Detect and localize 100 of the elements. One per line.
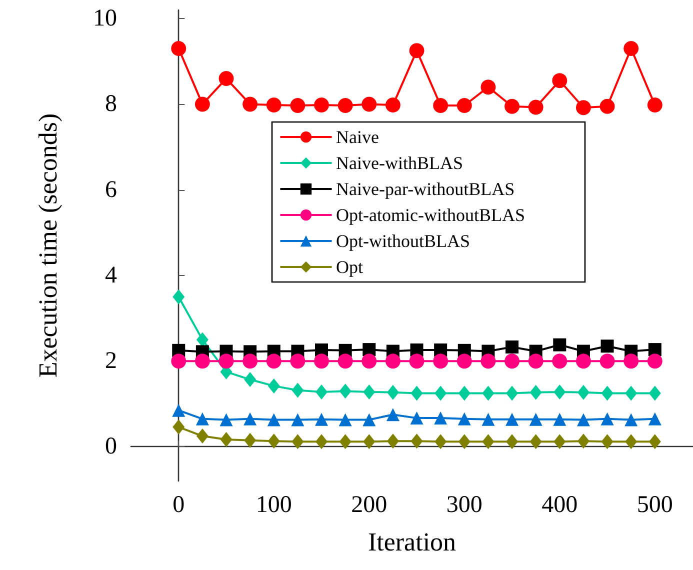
point (316, 434, 328, 450)
point (171, 354, 186, 369)
point (291, 413, 304, 426)
point (553, 412, 566, 426)
point (290, 354, 306, 369)
legend-label: Naive-par-withoutBLAS (336, 179, 515, 199)
y-tick-label: 4 (105, 262, 117, 288)
point (266, 354, 282, 369)
point (314, 98, 330, 113)
point (625, 434, 638, 450)
point (434, 412, 448, 425)
point (172, 420, 185, 435)
y-tick-label: 10 (93, 6, 117, 32)
x-axis-title: Iteration (368, 528, 456, 556)
point (552, 73, 568, 88)
legend-label: Naive-withBLAS (336, 153, 463, 173)
point (218, 354, 234, 369)
point (624, 413, 638, 426)
point (648, 434, 661, 450)
legend-label: Naive (336, 127, 379, 147)
point (196, 412, 209, 426)
point (576, 354, 591, 369)
point (576, 100, 591, 116)
point (576, 413, 590, 426)
point (648, 386, 661, 401)
point (172, 289, 185, 304)
point (458, 434, 470, 450)
point (409, 354, 424, 369)
point (601, 386, 614, 401)
point (409, 43, 424, 58)
point (267, 413, 280, 426)
point (339, 434, 352, 450)
point (386, 384, 399, 400)
x-tick-label: 300 (446, 492, 482, 518)
y-tick-label: 6 (105, 176, 117, 203)
legend-label: Opt (336, 257, 363, 277)
x-tick-label: 200 (351, 492, 388, 518)
point (528, 354, 544, 369)
point (458, 386, 470, 401)
point (386, 408, 400, 422)
point (506, 412, 519, 426)
point (456, 354, 472, 369)
point (480, 80, 496, 95)
point (218, 71, 234, 86)
point (385, 354, 400, 369)
point (362, 96, 377, 112)
legend-label: Opt-withoutBLAS (336, 231, 470, 251)
point (194, 354, 210, 369)
point (363, 384, 376, 400)
x-tick-label: 100 (256, 492, 292, 518)
point (480, 354, 496, 369)
point (530, 384, 542, 400)
point (577, 384, 590, 400)
point (554, 434, 566, 450)
point (434, 434, 447, 450)
point (290, 98, 306, 113)
point (244, 372, 256, 388)
point (456, 98, 472, 113)
point (433, 354, 448, 369)
point (338, 413, 352, 426)
point (316, 384, 328, 400)
point (647, 354, 662, 369)
point (196, 332, 208, 348)
point (458, 412, 471, 426)
point (433, 98, 448, 113)
point (530, 434, 542, 450)
point (268, 434, 280, 449)
point (339, 384, 352, 399)
y-tick-label: 8 (105, 91, 117, 118)
point (482, 412, 495, 426)
point (410, 412, 424, 425)
point (506, 340, 519, 354)
point (624, 354, 639, 369)
point (242, 96, 258, 112)
point (220, 413, 233, 426)
x-tick-label: 500 (636, 492, 673, 518)
point (410, 386, 423, 401)
point (528, 100, 544, 115)
x-tick-label: 0 (172, 492, 185, 518)
legend-label: Opt-atomic-withoutBLAS (336, 205, 525, 225)
point (553, 338, 566, 352)
point (600, 354, 615, 369)
point (600, 340, 614, 353)
point (482, 434, 494, 450)
point (244, 412, 257, 426)
point (504, 98, 520, 114)
point (363, 434, 376, 450)
point (314, 354, 330, 369)
point (362, 354, 377, 369)
y-axis-title: Execution time (seconds) (34, 113, 62, 378)
point (601, 434, 614, 450)
point (529, 412, 542, 426)
point (410, 434, 423, 449)
point (434, 386, 447, 401)
point (315, 412, 328, 426)
point (220, 432, 232, 447)
point (552, 354, 568, 369)
point (338, 354, 353, 369)
point (554, 384, 566, 400)
point (338, 98, 353, 113)
